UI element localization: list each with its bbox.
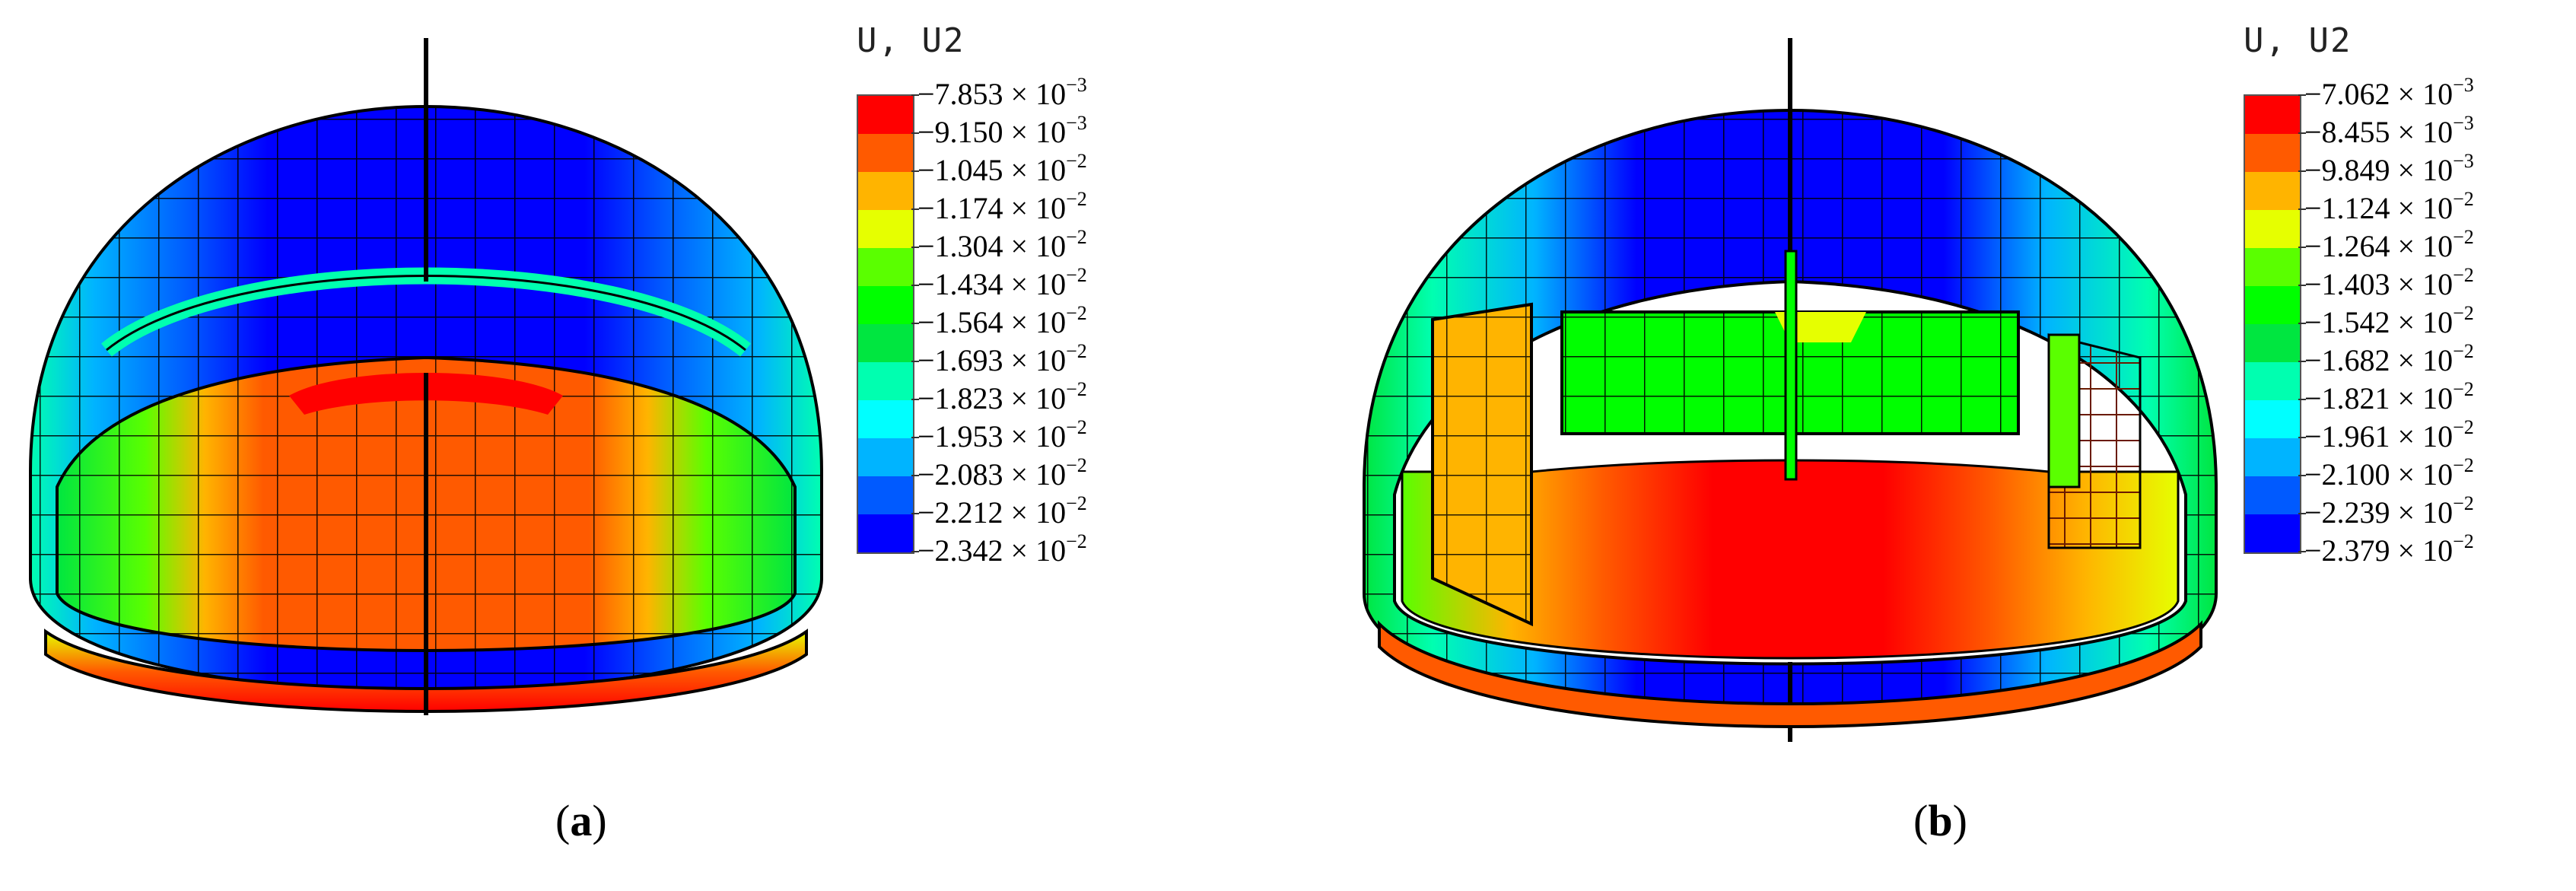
legend-tick — [2298, 132, 2306, 134]
legend-tick — [2298, 551, 2306, 552]
legend-swatch — [858, 210, 913, 248]
legend-tick — [911, 513, 919, 514]
legend-label: −7.062 × 10−3 — [2304, 74, 2474, 111]
legend-swatch — [858, 400, 913, 438]
legend-tick — [911, 361, 919, 362]
legend-tick — [2298, 208, 2306, 210]
legend-tick — [2298, 437, 2306, 438]
legend-swatch — [858, 362, 913, 400]
legend-label: −1.682 × 10−2 — [2304, 340, 2474, 377]
legend-tick — [911, 399, 919, 400]
legend-label: −2.379 × 10−2 — [2304, 530, 2474, 568]
legend-swatch — [858, 476, 913, 514]
tunnel-model-b — [1363, 38, 2218, 742]
legend-label: −2.100 × 10−2 — [2304, 454, 2474, 492]
legend-swatch — [2245, 248, 2300, 286]
legend-label: −9.150 × 10−3 — [918, 112, 1087, 149]
legend-tick — [911, 132, 919, 134]
legend-tick — [911, 285, 919, 286]
panel-caption: (b) — [1913, 796, 1967, 845]
legend-tick — [2298, 94, 2306, 96]
legend-tick — [911, 437, 919, 438]
legend-swatch — [2245, 96, 2300, 134]
legend-swatch — [858, 438, 913, 476]
legend-labels: −7.853 × 10−3 −9.150 × 10−3 −1.045 × 10−2−… — [918, 74, 1087, 569]
legend-swatch — [2245, 134, 2300, 172]
legend-tick — [911, 475, 919, 476]
legend-swatch — [858, 134, 913, 172]
legend-swatch — [2245, 210, 2300, 248]
legend-label: −1.045 × 10−2 — [918, 150, 1087, 187]
legend-swatch — [858, 286, 913, 324]
legend-swatch — [2245, 438, 2300, 476]
legend-label: −1.264 × 10−2 — [2304, 226, 2474, 263]
legend-label: −8.455 × 10−3 — [2304, 112, 2474, 149]
legend-title: U, U2 — [857, 21, 965, 60]
legend-tick — [911, 208, 919, 210]
legend-label: −1.174 × 10−2 — [918, 188, 1087, 225]
legend-label: −2.342 × 10−2 — [918, 530, 1087, 568]
legend-label: −1.403 × 10−2 — [2304, 264, 2474, 301]
legend-label: −1.821 × 10−2 — [2304, 378, 2474, 415]
legend-label: −2.083 × 10−2 — [918, 454, 1087, 492]
legend-swatch — [858, 514, 913, 552]
legend-label: −7.853 × 10−3 — [918, 74, 1087, 111]
legend-label: −2.212 × 10−2 — [918, 492, 1087, 530]
panel-a: U, U2 −7.853 × 10−3 −9.150 × 10−3 −1.045 ×… — [29, 21, 1087, 845]
legend-title: U, U2 — [2244, 21, 2352, 60]
legend-label: −1.124 × 10−2 — [2304, 188, 2474, 225]
legend-tick — [2298, 285, 2306, 286]
legend-tick — [2298, 513, 2306, 514]
legend-tick — [2298, 323, 2306, 324]
legend-labels: −7.062 × 10−3 −8.455 × 10−3 −9.849 × 10−3−… — [2304, 74, 2474, 569]
legend-tick — [911, 247, 919, 248]
panel-b: U, U2 −7.062 × 10−3 −8.455 × 10−3 −9.849 ×… — [1288, 0, 2576, 891]
legend-tick — [2298, 170, 2306, 172]
legend-bar — [857, 94, 914, 554]
legend-swatch — [2245, 172, 2300, 210]
legend-swatch — [858, 324, 913, 362]
legend-swatch — [2245, 362, 2300, 400]
legend-swatch — [2245, 476, 2300, 514]
legend-swatch — [2245, 286, 2300, 324]
legend-tick — [2298, 399, 2306, 400]
legend-swatch — [2245, 324, 2300, 362]
legend-label: −1.693 × 10−2 — [918, 340, 1087, 377]
legend-swatch — [858, 248, 913, 286]
legend-tick — [911, 170, 919, 172]
legend-swatch — [2245, 400, 2300, 438]
tunnel-model-a — [29, 38, 823, 715]
legend-tick — [911, 551, 919, 552]
legend-label: −2.239 × 10−2 — [2304, 492, 2474, 530]
panel-caption: (a) — [555, 796, 607, 845]
legend-tick — [911, 94, 919, 96]
legend-label: −1.304 × 10−2 — [918, 226, 1087, 263]
legend-tick — [2298, 361, 2306, 362]
legend-tick — [911, 323, 919, 324]
legend-label: −1.542 × 10−2 — [2304, 302, 2474, 339]
legend-label: −1.953 × 10−2 — [918, 416, 1087, 453]
legend-label: −1.823 × 10−2 — [918, 378, 1087, 415]
legend-label: −9.849 × 10−3 — [2304, 150, 2474, 187]
legend-label: −1.434 × 10−2 — [918, 264, 1087, 301]
legend-swatch — [2245, 514, 2300, 552]
legend-label: −1.564 × 10−2 — [918, 302, 1087, 339]
legend-tick — [2298, 247, 2306, 248]
legend-tick — [2298, 475, 2306, 476]
legend-label: −1.961 × 10−2 — [2304, 416, 2474, 453]
legend-swatch — [858, 96, 913, 134]
legend-bar — [2244, 94, 2301, 554]
legend-swatch — [858, 172, 913, 210]
